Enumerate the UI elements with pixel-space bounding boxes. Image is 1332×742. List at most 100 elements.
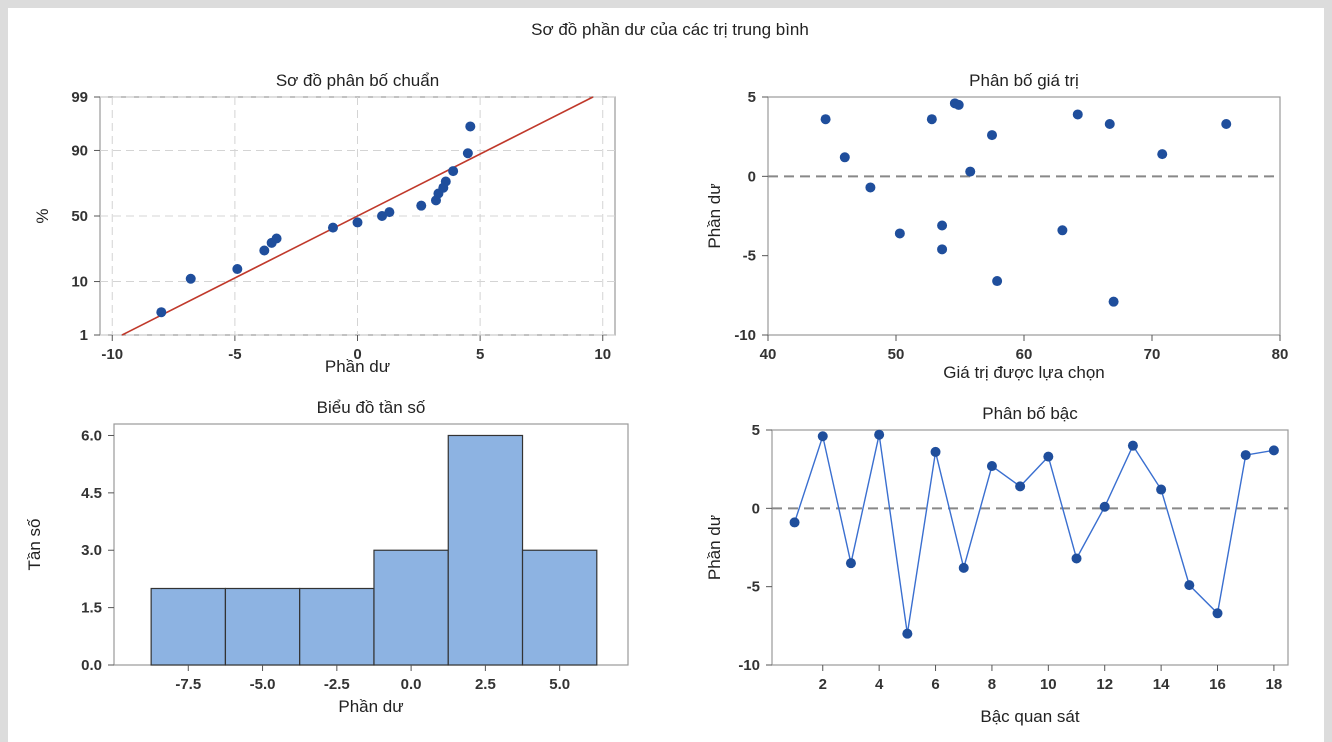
data-point: [845, 558, 856, 569]
x-tick-label: 0.0: [401, 676, 422, 693]
x-tick-label: 18: [1266, 676, 1283, 693]
y-tick-label: 90: [71, 142, 88, 159]
data-point: [902, 628, 913, 639]
data-point: [156, 307, 167, 318]
y-tick-label: -10: [734, 327, 756, 344]
y-tick-label: -10: [738, 657, 760, 674]
x-tick-label: 10: [1040, 676, 1057, 693]
data-point: [1057, 225, 1068, 236]
x-tick-label: 14: [1153, 676, 1170, 693]
y-axis-label: Tần số: [25, 518, 44, 571]
data-point: [1156, 484, 1167, 495]
data-point: [1212, 608, 1223, 619]
histogram-plot: Biểu đồ tần số Phần dư Tần số -7.5 -5.0 -2.5 0…: [25, 398, 629, 716]
data-point: [465, 121, 476, 132]
plot-area: [771, 429, 1289, 666]
y-tick-label: 1.5: [81, 600, 102, 617]
y-tick-label: 1: [80, 327, 88, 344]
data-point: [930, 446, 941, 457]
data-point: [1108, 296, 1119, 307]
y-tick-label: -5: [743, 248, 756, 265]
data-point: [894, 228, 905, 239]
data-point: [185, 273, 196, 284]
y-tick-label: 99: [71, 89, 88, 106]
x-tick-label: 60: [1016, 346, 1033, 363]
data-point: [789, 517, 800, 528]
x-axis-label: Phần dư: [325, 357, 390, 376]
data-point: [926, 114, 937, 125]
data-point: [874, 429, 885, 440]
data-point: [1015, 481, 1026, 492]
subplot-title: Biểu đồ tần số: [317, 398, 426, 417]
data-point: [462, 148, 473, 159]
data-point: [1157, 149, 1168, 160]
data-point: [352, 217, 363, 228]
histogram-bar: [373, 549, 449, 666]
data-point: [987, 130, 997, 141]
x-tick-label: 5.0: [549, 676, 570, 693]
data-point: [1099, 501, 1110, 512]
data-point: [1071, 553, 1082, 564]
figure-title: Sơ đồ phần dư của các trị trung bình: [531, 20, 809, 39]
subplot-title: Phân bố giá trị: [969, 71, 1079, 90]
data-point: [384, 207, 395, 218]
x-tick-label: 0: [353, 346, 361, 363]
histogram-bar: [299, 587, 375, 666]
data-point: [965, 166, 976, 177]
y-tick-label: 0.0: [81, 657, 102, 674]
y-tick-label: 50: [71, 208, 88, 225]
x-tick-label: 70: [1144, 346, 1161, 363]
subplot-title: Phân bố bậc: [982, 404, 1078, 423]
y-tick-label: 5: [748, 89, 756, 106]
series-line: [793, 433, 1275, 634]
x-tick-label: 16: [1209, 676, 1226, 693]
data-point: [232, 264, 243, 275]
y-axis-label: Phần dư: [705, 515, 724, 580]
x-tick-label: 5: [476, 346, 484, 363]
y-tick-label: -5: [747, 579, 760, 596]
y-tick-label: 3.0: [81, 542, 102, 559]
y-tick-label: 5: [752, 422, 760, 439]
data-point: [839, 152, 850, 163]
histogram-bar: [521, 549, 598, 666]
fit-line: [121, 96, 594, 336]
histogram-bar: [447, 434, 524, 666]
y-tick-label: 6.0: [81, 427, 102, 444]
data-point: [817, 431, 828, 442]
x-axis-label: Phần dư: [338, 697, 403, 716]
x-tick-label: 10: [594, 346, 611, 363]
data-point: [1221, 118, 1232, 129]
data-point: [937, 220, 948, 231]
data-point: [1240, 450, 1251, 461]
x-tick-label: 6: [931, 676, 939, 693]
x-axis-label: Bậc quan sát: [980, 707, 1080, 726]
y-tick-label: 10: [71, 274, 88, 291]
data-point: [958, 562, 969, 573]
x-tick-label: 12: [1096, 676, 1113, 693]
data-point: [986, 461, 997, 472]
data-point: [992, 276, 1003, 287]
data-point: [259, 245, 270, 256]
residuals-vs-fits-plot: Phân bố giá trị Giá trị được lựa chọn Phần…: [705, 71, 1288, 382]
x-axis-label: Giá trị được lựa chọn: [943, 363, 1104, 382]
y-axis-label: Phần dư: [705, 183, 724, 248]
x-tick-label: -5: [228, 346, 241, 363]
x-tick-label: 8: [988, 676, 996, 693]
x-tick-label: -10: [101, 346, 123, 363]
data-point: [1043, 451, 1054, 462]
residuals-vs-order-plot: Phân bố bậc Bậc quan sát Phần dư 2 4 6 8 10 12 14…: [705, 404, 1289, 726]
y-tick-label: 4.5: [81, 485, 102, 502]
y-axis-label: %: [33, 208, 52, 223]
x-tick-label: 40: [760, 346, 777, 363]
plot-area: [767, 96, 1281, 336]
x-tick-label: 4: [875, 676, 884, 693]
data-point: [1072, 109, 1083, 120]
data-point: [1127, 440, 1138, 451]
histogram-bar: [224, 587, 301, 666]
y-tick-label: 0: [752, 500, 760, 517]
y-tick-label: 0: [748, 168, 756, 185]
data-point: [1268, 445, 1279, 456]
x-tick-label: 2.5: [475, 676, 496, 693]
x-tick-label: 2: [819, 676, 827, 693]
